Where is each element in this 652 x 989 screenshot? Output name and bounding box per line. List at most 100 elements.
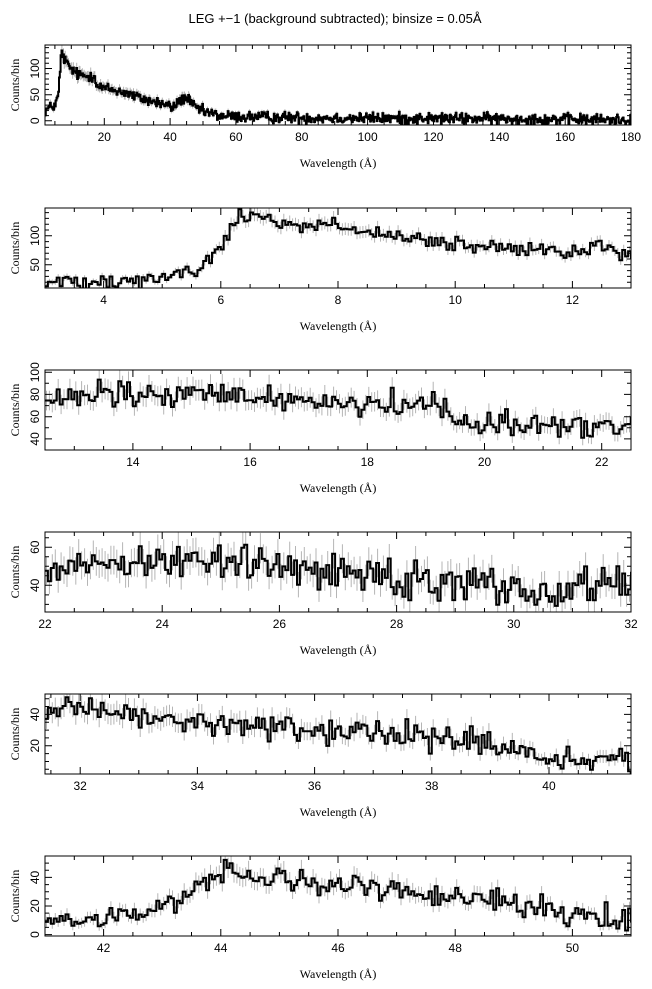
x-ticks — [50, 694, 609, 774]
spectrum-data — [45, 370, 631, 446]
error-bars — [45, 45, 631, 125]
x-axis-label: Wavelength (Å) — [300, 967, 377, 981]
x-tick-label: 140 — [489, 130, 509, 144]
x-tick-label: 16 — [243, 455, 257, 469]
y-tick-label: 20 — [28, 899, 42, 913]
plot-frame — [44, 693, 632, 775]
x-ticks — [44, 208, 632, 288]
series-line — [45, 543, 631, 607]
x-tick-label: 22 — [38, 617, 52, 631]
x-tick-label: 80 — [295, 130, 309, 144]
y-ticks — [45, 212, 631, 283]
error-bars — [46, 856, 630, 935]
x-tick-label: 4 — [100, 293, 107, 307]
y-ticks — [45, 371, 631, 451]
y-tick-label: 100 — [28, 362, 42, 382]
x-tick-label: 10 — [449, 293, 463, 307]
x-tick-label: 44 — [214, 941, 228, 955]
y-tick-label: 60 — [28, 540, 42, 554]
y-ticks — [45, 698, 631, 770]
x-axis-label: Wavelength (Å) — [300, 481, 377, 495]
series-line — [45, 49, 631, 125]
x-tick-label: 18 — [361, 455, 375, 469]
x-axis-label: Wavelength (Å) — [300, 319, 377, 333]
y-axis-label: Counts/bin — [8, 708, 22, 761]
x-tick-label: 26 — [273, 617, 287, 631]
x-tick-label: 12 — [566, 293, 580, 307]
spectrum-data — [45, 45, 631, 125]
x-axis-label: Wavelength (Å) — [300, 805, 377, 819]
y-axis-label: Counts/bin — [8, 546, 22, 599]
x-tick-label: 120 — [423, 130, 443, 144]
spectrum-panels: 20 40 60 80 100 120 140 160 180050100Wavelength … — [8, 44, 641, 981]
plot-frame — [44, 369, 632, 451]
spectrum-data — [45, 532, 631, 612]
y-tick-label: 40 — [28, 578, 42, 592]
x-tick-label: 20 — [98, 130, 112, 144]
x-tick-label: 32 — [73, 779, 87, 793]
spectrum-data — [45, 208, 631, 288]
y-ticks — [45, 47, 631, 122]
x-tick-label: 42 — [97, 941, 111, 955]
figure-title: LEG +−1 (background subtracted); binsize… — [188, 11, 481, 26]
y-axis-label: Counts/bin — [8, 870, 22, 923]
series-line — [45, 378, 631, 439]
spectrum-panel: 20 40 60 80 100 120 140 160 180 0 50 100 Wavelength … — [8, 44, 641, 170]
x-tick-label: 48 — [449, 941, 463, 955]
y-axis-label: Counts/bin — [8, 59, 22, 112]
x-ticks — [44, 370, 632, 450]
y-tick-label: 20 — [28, 739, 42, 753]
spectrum-panel: 4 6 8 10 12 50 100 Wavelength (Å) Counts/bin — [8, 207, 632, 333]
x-axis-label: Wavelength (Å) — [300, 156, 377, 170]
y-tick-label: 50 — [28, 258, 42, 272]
y-tick-label: 100 — [28, 58, 42, 78]
y-axis-label: Counts/bin — [8, 384, 22, 437]
x-tick-label: 180 — [621, 130, 641, 144]
y-tick-label: 100 — [28, 225, 42, 245]
x-tick-label: 32 — [624, 617, 638, 631]
x-tick-label: 30 — [507, 617, 521, 631]
x-tick-label: 28 — [390, 617, 404, 631]
x-tick-label: 14 — [126, 455, 140, 469]
y-tick-label: 40 — [28, 432, 42, 446]
x-tick-label: 34 — [191, 779, 205, 793]
y-tick-label: 80 — [28, 387, 42, 401]
x-tick-label: 160 — [555, 130, 575, 144]
series-line — [45, 858, 631, 932]
error-bars — [46, 532, 630, 612]
spectrum-panel: 14 16 18 20 22 40 60 80 100 Wavelength (Å) Counts/… — [8, 362, 632, 495]
error-bars — [46, 208, 630, 288]
x-tick-label: 46 — [331, 941, 345, 955]
x-tick-label: 38 — [425, 779, 439, 793]
x-tick-label: 6 — [217, 293, 224, 307]
x-tick-label: 50 — [566, 941, 580, 955]
series-line — [45, 696, 631, 774]
error-bars — [46, 694, 630, 774]
y-ticks — [45, 537, 631, 605]
spectrum-panel: 22 24 26 28 30 32 40 60 Wavelength (Å) Counts/bin — [8, 531, 638, 657]
plot-frame — [44, 44, 632, 126]
x-ticks — [44, 856, 632, 936]
y-tick-label: 0 — [28, 931, 42, 938]
y-tick-label: 40 — [28, 870, 42, 884]
spectrum-panel: 42 44 46 48 50 0 20 40 Wavelength (Å) Counts/bin — [8, 855, 632, 981]
y-tick-label: 50 — [28, 88, 42, 102]
x-axis-label: Wavelength (Å) — [300, 643, 377, 657]
x-tick-label: 22 — [595, 455, 609, 469]
x-tick-label: 36 — [308, 779, 322, 793]
y-axis-label: Counts/bin — [8, 222, 22, 275]
x-ticks — [44, 532, 632, 612]
x-tick-label: 8 — [335, 293, 342, 307]
x-tick-label: 20 — [478, 455, 492, 469]
x-tick-label: 40 — [163, 130, 177, 144]
y-ticks — [45, 862, 631, 936]
spectrum-panel: 32 34 36 38 40 20 40 Wavelength (Å) Counts/bin — [8, 693, 632, 819]
spectrum-data — [45, 694, 631, 774]
y-tick-label: 0 — [28, 117, 42, 124]
x-tick-label: 100 — [358, 130, 378, 144]
x-ticks — [54, 45, 632, 125]
x-tick-label: 24 — [156, 617, 170, 631]
x-tick-label: 40 — [542, 779, 556, 793]
spectrum-data — [45, 856, 631, 935]
